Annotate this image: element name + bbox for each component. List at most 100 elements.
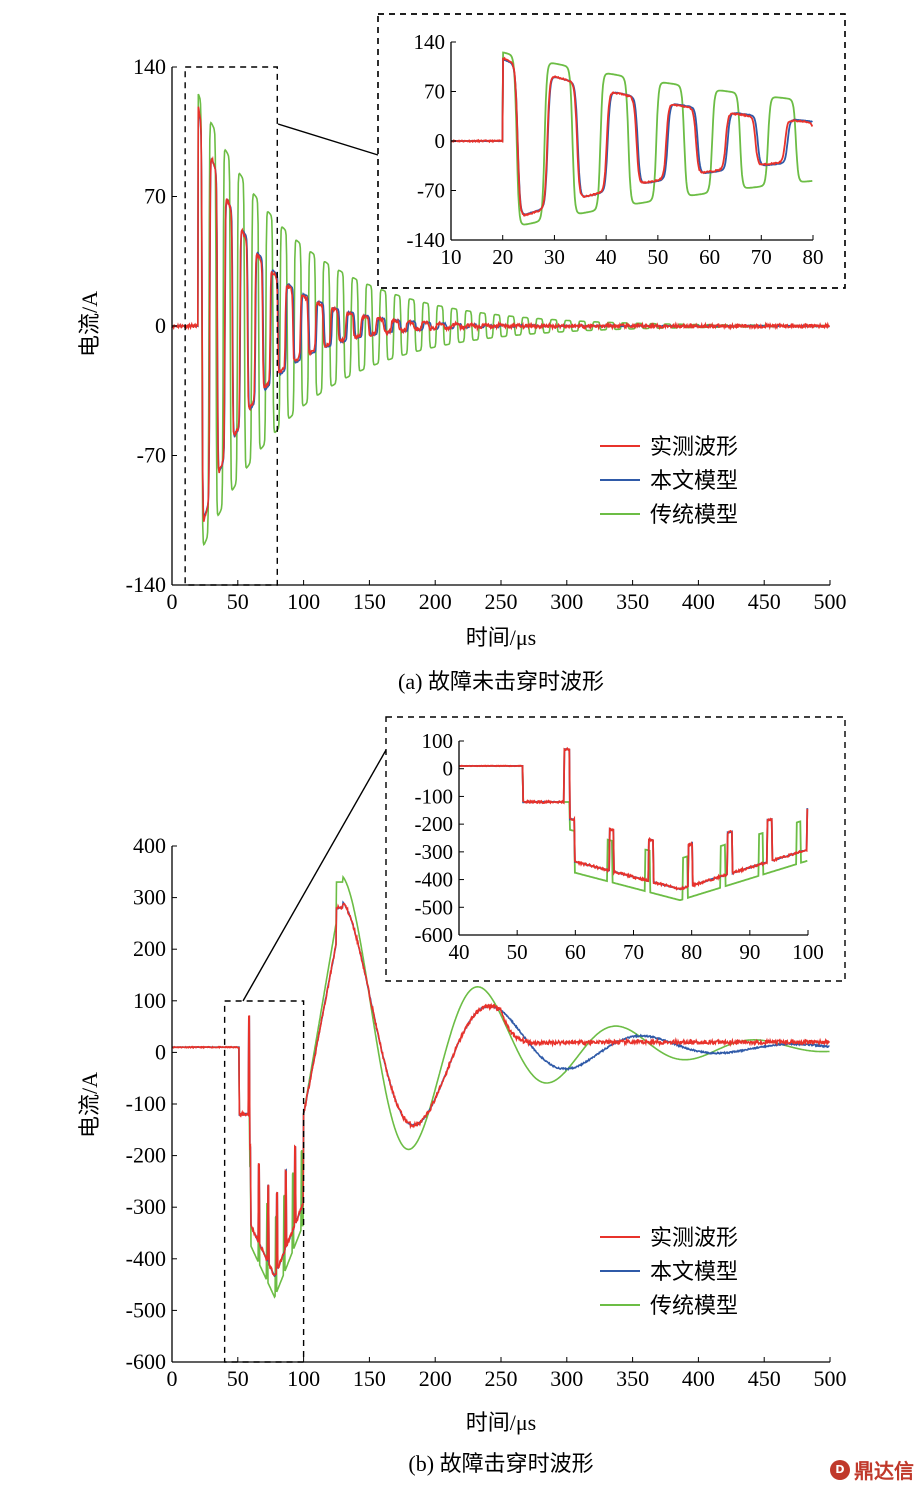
panel-b-y-tick-label: 300 bbox=[133, 885, 166, 910]
panel-b-y-tick-label: -500 bbox=[126, 1297, 166, 1322]
panel-a-x-tick-label: 350 bbox=[616, 589, 649, 614]
panel-a-inset-frame-border bbox=[377, 13, 846, 289]
panel-b-series-measured bbox=[171, 902, 831, 1277]
panel-b-x-tick-label: 300 bbox=[550, 1366, 583, 1391]
panel-b-legend-label-traditional: 传统模型 bbox=[650, 1293, 738, 1318]
panel-b-ylabel: 电流/A bbox=[77, 1072, 102, 1138]
panel-b-x-tick-label: 50 bbox=[227, 1366, 249, 1391]
panel-b-inset-y-tick-label: -300 bbox=[415, 840, 454, 864]
panel-a-legend-label-measured: 实测波形 bbox=[650, 434, 738, 459]
panel-a-y-tick-label: -70 bbox=[137, 443, 166, 468]
panel-a-inset-x-tick-label: 50 bbox=[647, 245, 668, 269]
panel-a-series bbox=[171, 93, 831, 546]
panel-b-y-tick-label: 200 bbox=[133, 936, 166, 961]
panel-a-inset-connector bbox=[277, 123, 379, 156]
panel-b-y-tick-label: -600 bbox=[126, 1349, 166, 1374]
panel-b-inset-x-tick-label: 50 bbox=[507, 940, 528, 964]
panel-a-x-tick-label: 300 bbox=[550, 589, 583, 614]
panel-b-inset-y-tick-label: 0 bbox=[443, 757, 454, 781]
panel-a-y-tick-label: 140 bbox=[133, 54, 166, 79]
panel-b-y-tick-label: 100 bbox=[133, 988, 166, 1013]
panel-b-inset-y-tick-label: -100 bbox=[415, 784, 454, 808]
watermark: D 鼎达信 bbox=[830, 1455, 914, 1484]
panel-b-inset-series-measured bbox=[458, 746, 809, 891]
panel-b-y-tick-label: -300 bbox=[126, 1194, 166, 1219]
panel-b-inset-y-tick-label: -600 bbox=[415, 923, 454, 947]
panel-a-series-measured bbox=[171, 106, 831, 522]
panel-b-y-tick-label: 400 bbox=[133, 833, 166, 858]
panel-b-inset-y-tick-label: -500 bbox=[415, 895, 454, 919]
panel-b-y-tick-label: -100 bbox=[126, 1091, 166, 1116]
panel-b-series bbox=[171, 874, 831, 1299]
panel-b-inset-y-tick-label: -400 bbox=[415, 868, 454, 892]
panel-b-inset-x-tick-label: 90 bbox=[739, 940, 760, 964]
panel-a-inset-series-traditional bbox=[451, 51, 813, 226]
panel-b-x-tick-label: 150 bbox=[353, 1366, 386, 1391]
watermark-text: 鼎达信 bbox=[854, 1459, 914, 1483]
panel-b-y-tick-label: 0 bbox=[155, 1039, 166, 1064]
panel-a-legend-label-proposed: 本文模型 bbox=[650, 468, 738, 493]
panel-b-x-tick-label: 200 bbox=[419, 1366, 452, 1391]
watermark-logo-icon: D bbox=[830, 1459, 850, 1480]
panel-a-inset-x-tick-label: 80 bbox=[803, 245, 824, 269]
panel-a-inset-x-tick-label: 40 bbox=[596, 245, 617, 269]
panel-b-x-tick-label: 400 bbox=[682, 1366, 715, 1391]
panel-a-xlabel: 时间/μs bbox=[466, 625, 536, 650]
panel-a-inset-x-tick-label: 10 bbox=[441, 245, 462, 269]
panel-b-series-traditional bbox=[172, 874, 830, 1299]
panel-b-x-tick-label: 450 bbox=[748, 1366, 781, 1391]
panel-a-zoom-region bbox=[184, 66, 278, 586]
panel-b-y-tick-label: -400 bbox=[126, 1246, 166, 1271]
panel-a-inset-y-tick-label: 70 bbox=[424, 80, 445, 104]
panel-a-inset-x-tick-label: 30 bbox=[544, 245, 565, 269]
panel-a-inset-bg bbox=[379, 15, 844, 287]
panel-b-inset-y-tick-label: 100 bbox=[422, 729, 454, 753]
panel-a-x-tick-label: 200 bbox=[419, 589, 452, 614]
panel-b-legend-label-measured: 实测波形 bbox=[650, 1225, 738, 1250]
panel-a-inset-y-tick-label: -140 bbox=[407, 228, 446, 252]
panel-a-x-tick-label: 0 bbox=[167, 589, 178, 614]
panel-b-xlabel: 时间/μs bbox=[466, 1410, 536, 1435]
panel-b-x-tick-label: 350 bbox=[616, 1366, 649, 1391]
panel-a-inset-x-tick-label: 60 bbox=[699, 245, 720, 269]
panel-b-inset-x-tick-label: 100 bbox=[792, 940, 824, 964]
panel-a-inset-series bbox=[450, 51, 814, 226]
panel-b-x-tick-label: 250 bbox=[485, 1366, 518, 1391]
panel-a-x-tick-label: 100 bbox=[287, 589, 320, 614]
panel-a-inset-y-tick-label: 140 bbox=[414, 30, 446, 54]
panel-a-y-tick-label: 70 bbox=[144, 184, 166, 209]
panel-a-y-tick-label: 0 bbox=[155, 313, 166, 338]
panel-a-x-tick-label: 250 bbox=[485, 589, 518, 614]
panel-a-x-tick-label: 50 bbox=[227, 589, 249, 614]
panel-a-inset-x-tick-label: 70 bbox=[751, 245, 772, 269]
panel-a-ylabel: 电流/A bbox=[77, 291, 102, 357]
panel-b-inset-x-tick-label: 70 bbox=[623, 940, 644, 964]
panel-a-x-tick-label: 450 bbox=[748, 589, 781, 614]
panel-a-caption: (a) 故障未击穿时波形 bbox=[398, 669, 604, 694]
panel-b-inset-bg bbox=[386, 717, 845, 981]
panel-b-x-tick-label: 500 bbox=[814, 1366, 847, 1391]
panel-a-x-tick-label: 400 bbox=[682, 589, 715, 614]
panel-b-inset-y-tick-label: -200 bbox=[415, 812, 454, 836]
panel-a-x-tick-label: 150 bbox=[353, 589, 386, 614]
panel-b-inset-connector bbox=[242, 749, 387, 1002]
panel-b: 0 50 100 150 200 250 300 350 400 450 500-600-500-4… bbox=[77, 716, 847, 1476]
panel-b-inset-x-tick-label: 80 bbox=[681, 940, 702, 964]
panel-a-x-tick-label: 500 bbox=[814, 589, 847, 614]
panel-a-inset-series-measured bbox=[450, 56, 814, 217]
panel-a-y-tick-label: -140 bbox=[126, 572, 166, 597]
panel-a-inset-y-tick-label: -70 bbox=[417, 179, 445, 203]
panel-b-inset-frame bbox=[385, 716, 846, 982]
panel-b-x-tick-label: 0 bbox=[167, 1366, 178, 1391]
panel-a-inset-x-tick-label: 20 bbox=[492, 245, 513, 269]
panel-b-y-tick-label: -200 bbox=[126, 1143, 166, 1168]
panel-b-inset-x-tick-label: 40 bbox=[449, 940, 470, 964]
panel-a-legend-label-traditional: 传统模型 bbox=[650, 502, 738, 527]
panel-b-inset-x-tick-label: 60 bbox=[565, 940, 586, 964]
panel-b-inset-series bbox=[458, 746, 809, 901]
panel-b-x-tick-label: 100 bbox=[287, 1366, 320, 1391]
panel-a: 0 50 100 150 200 250 300 350 400 450 500 -140 -70 0 70… bbox=[77, 13, 847, 694]
